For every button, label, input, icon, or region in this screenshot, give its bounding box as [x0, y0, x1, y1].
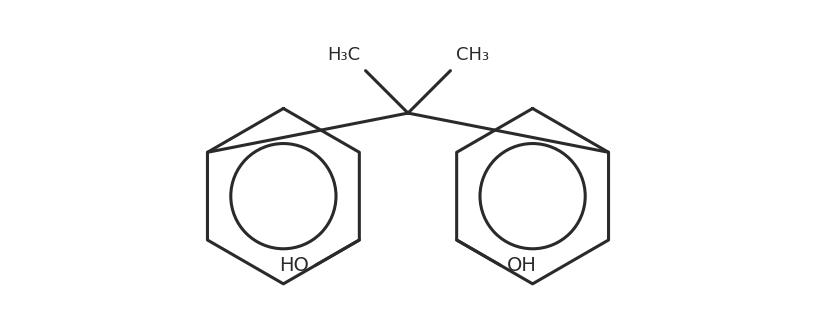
Text: HO: HO [279, 256, 309, 275]
Text: OH: OH [507, 256, 537, 275]
Text: CH₃: CH₃ [456, 46, 489, 64]
Text: H₃C: H₃C [327, 46, 360, 64]
